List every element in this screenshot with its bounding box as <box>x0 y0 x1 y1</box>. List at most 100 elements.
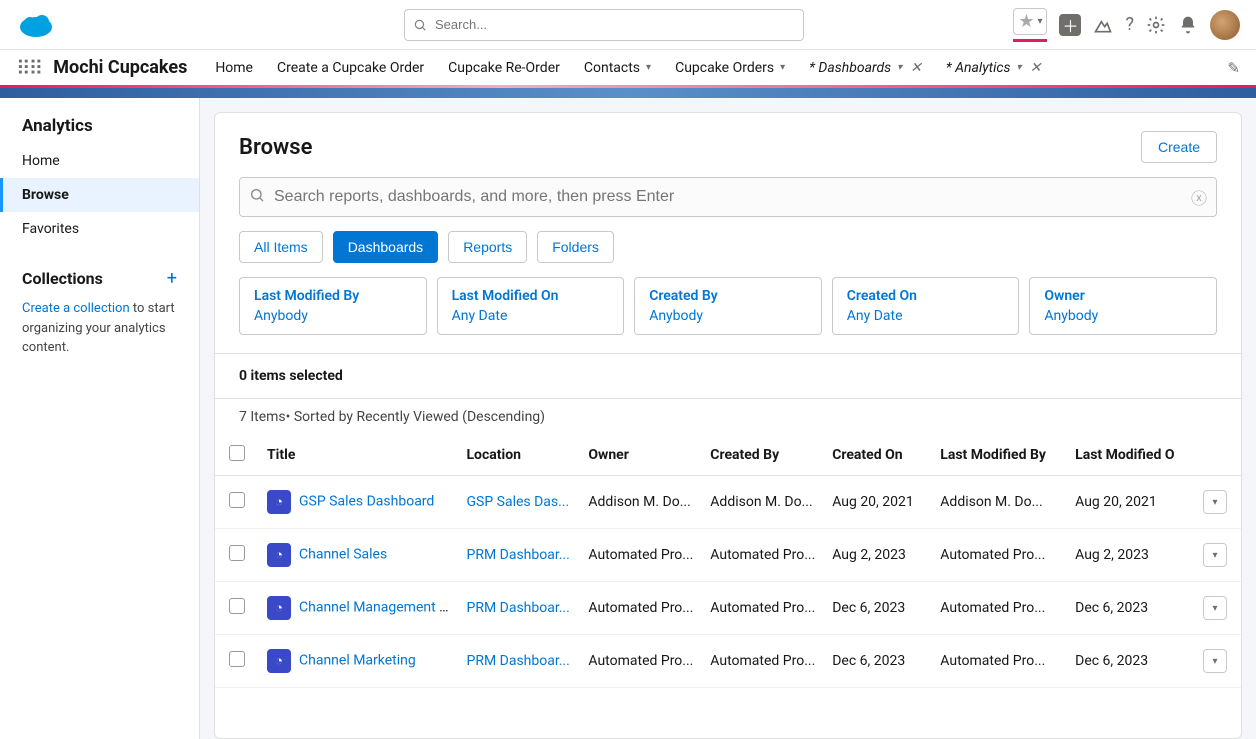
brand-band <box>0 88 1256 98</box>
modified-by-cell: Addison M. Do... <box>932 476 1067 529</box>
nav-tab[interactable]: Home <box>215 60 253 76</box>
created-on-cell: Aug 2, 2023 <box>824 529 932 582</box>
table-row: Channel Sales PRM Dashboar... Automated Pr… <box>215 529 1241 582</box>
location-link[interactable]: PRM Dashboar... <box>466 547 569 563</box>
analytics-search-input[interactable] <box>239 177 1217 217</box>
modified-on-cell: Dec 6, 2023 <box>1067 635 1195 688</box>
main-panel: Browse Create ⓧ All Items Dashboards Repor… <box>214 112 1242 739</box>
modified-by-cell: Automated Pro... <box>932 582 1067 635</box>
chevron-down-icon: ▾ <box>646 62 651 73</box>
collections-help-text: Create a collection to start organizing … <box>0 295 199 362</box>
row-actions-button[interactable]: ▾ <box>1203 649 1227 673</box>
dashboard-icon <box>267 596 291 620</box>
row-checkbox[interactable] <box>229 598 245 614</box>
help-icon[interactable]: ? <box>1125 14 1134 35</box>
chevron-down-icon: ▾ <box>1017 62 1022 73</box>
filter-card[interactable]: Last Modified OnAny Date <box>437 277 625 335</box>
column-header[interactable]: Created On <box>824 435 932 476</box>
favorites-toggle[interactable]: ★▾ <box>1013 8 1047 42</box>
column-header[interactable]: Created By <box>702 435 824 476</box>
row-actions-button[interactable]: ▾ <box>1203 596 1227 620</box>
add-collection-button[interactable]: + <box>167 268 177 289</box>
owner-cell: Automated Pro... <box>580 529 702 582</box>
app-nav-bar: ⠿⠿ Mochi Cupcakes Home Create a Cupcake O… <box>0 50 1256 88</box>
owner-cell: Addison M. Do... <box>580 476 702 529</box>
column-header[interactable]: Owner <box>580 435 702 476</box>
create-collection-link[interactable]: Create a collection <box>22 301 130 316</box>
nav-tab[interactable]: * Dashboards▾✕ <box>809 60 922 76</box>
location-link[interactable]: PRM Dashboar... <box>466 600 569 616</box>
sidebar-item[interactable]: Browse <box>0 178 199 212</box>
filter-card[interactable]: Created ByAnybody <box>634 277 822 335</box>
sidebar-item[interactable]: Home <box>0 144 199 178</box>
global-search <box>404 9 804 41</box>
pencil-icon[interactable]: ✎ <box>1227 59 1240 77</box>
location-link[interactable]: PRM Dashboar... <box>466 653 569 669</box>
nav-tab[interactable]: Cupcake Orders▾ <box>675 60 785 76</box>
dashboard-icon <box>267 649 291 673</box>
filter-tab[interactable]: Dashboards <box>333 231 439 263</box>
modified-by-cell: Automated Pro... <box>932 635 1067 688</box>
column-header[interactable]: Last Modified By <box>932 435 1067 476</box>
dashboard-title-link[interactable]: Channel Management Ov... <box>299 600 458 616</box>
created-by-cell: Automated Pro... <box>702 529 824 582</box>
bell-icon[interactable] <box>1178 15 1198 35</box>
location-link[interactable]: GSP Sales Das... <box>466 494 569 510</box>
column-header[interactable]: Title <box>259 435 458 476</box>
filter-tab[interactable]: All Items <box>239 231 323 263</box>
close-tab-icon[interactable]: ✕ <box>910 60 922 76</box>
app-launcher-icon[interactable]: ⠿⠿ <box>16 56 41 80</box>
dashboard-icon <box>267 490 291 514</box>
clear-search-icon[interactable]: ⓧ <box>1191 185 1207 209</box>
close-tab-icon[interactable]: ✕ <box>1030 60 1042 76</box>
global-search-input[interactable] <box>404 9 804 41</box>
created-by-cell: Automated Pro... <box>702 635 824 688</box>
table-row: GSP Sales Dashboard GSP Sales Das... Addis… <box>215 476 1241 529</box>
dashboard-title-link[interactable]: GSP Sales Dashboard <box>299 494 434 510</box>
analytics-table: TitleLocationOwnerCreated ByCreated OnLa… <box>215 435 1241 688</box>
nav-tab[interactable]: Contacts▾ <box>584 60 651 76</box>
avatar[interactable] <box>1210 10 1240 40</box>
created-by-cell: Automated Pro... <box>702 582 824 635</box>
dashboard-title-link[interactable]: Channel Marketing <box>299 653 416 669</box>
selection-count: 0 items selected <box>215 354 1241 398</box>
collections-heading: Collections <box>22 269 103 288</box>
nav-tab[interactable]: Create a Cupcake Order <box>277 60 424 76</box>
modified-on-cell: Aug 2, 2023 <box>1067 529 1195 582</box>
filter-card[interactable]: Created OnAny Date <box>832 277 1020 335</box>
global-add-button[interactable]: ＋ <box>1059 14 1081 36</box>
modified-on-cell: Dec 6, 2023 <box>1067 582 1195 635</box>
created-on-cell: Dec 6, 2023 <box>824 635 932 688</box>
table-row: Channel Management Ov... PRM Dashboar... A… <box>215 582 1241 635</box>
salesforce-logo-icon <box>16 5 56 45</box>
chevron-down-icon: ▾ <box>897 62 902 73</box>
trailhead-icon[interactable] <box>1093 15 1113 35</box>
created-on-cell: Aug 20, 2021 <box>824 476 932 529</box>
gear-icon[interactable] <box>1146 15 1166 35</box>
nav-tab[interactable]: Cupcake Re-Order <box>448 60 560 76</box>
column-header[interactable]: Last Modified O <box>1067 435 1195 476</box>
column-header[interactable]: Location <box>458 435 580 476</box>
sidebar-item[interactable]: Favorites <box>0 212 199 246</box>
dashboard-title-link[interactable]: Channel Sales <box>299 547 387 563</box>
filter-card[interactable]: Last Modified ByAnybody <box>239 277 427 335</box>
row-checkbox[interactable] <box>229 545 245 561</box>
table-row: Channel Marketing PRM Dashboar... Automate… <box>215 635 1241 688</box>
create-button[interactable]: Create <box>1141 131 1217 163</box>
filter-tab[interactable]: Folders <box>537 231 614 263</box>
page-title: Browse <box>239 135 312 160</box>
search-icon <box>249 187 265 207</box>
nav-tab[interactable]: * Analytics▾✕ <box>946 60 1041 76</box>
filter-tab[interactable]: Reports <box>448 231 527 263</box>
sidebar-title: Analytics <box>0 116 199 144</box>
row-checkbox[interactable] <box>229 651 245 667</box>
app-name: Mochi Cupcakes <box>53 57 187 78</box>
modified-by-cell: Automated Pro... <box>932 529 1067 582</box>
filter-card[interactable]: OwnerAnybody <box>1029 277 1217 335</box>
owner-cell: Automated Pro... <box>580 582 702 635</box>
row-checkbox[interactable] <box>229 492 245 508</box>
created-by-cell: Addison M. Do... <box>702 476 824 529</box>
row-actions-button[interactable]: ▾ <box>1203 490 1227 514</box>
row-actions-button[interactable]: ▾ <box>1203 543 1227 567</box>
select-all-checkbox[interactable] <box>229 445 245 461</box>
